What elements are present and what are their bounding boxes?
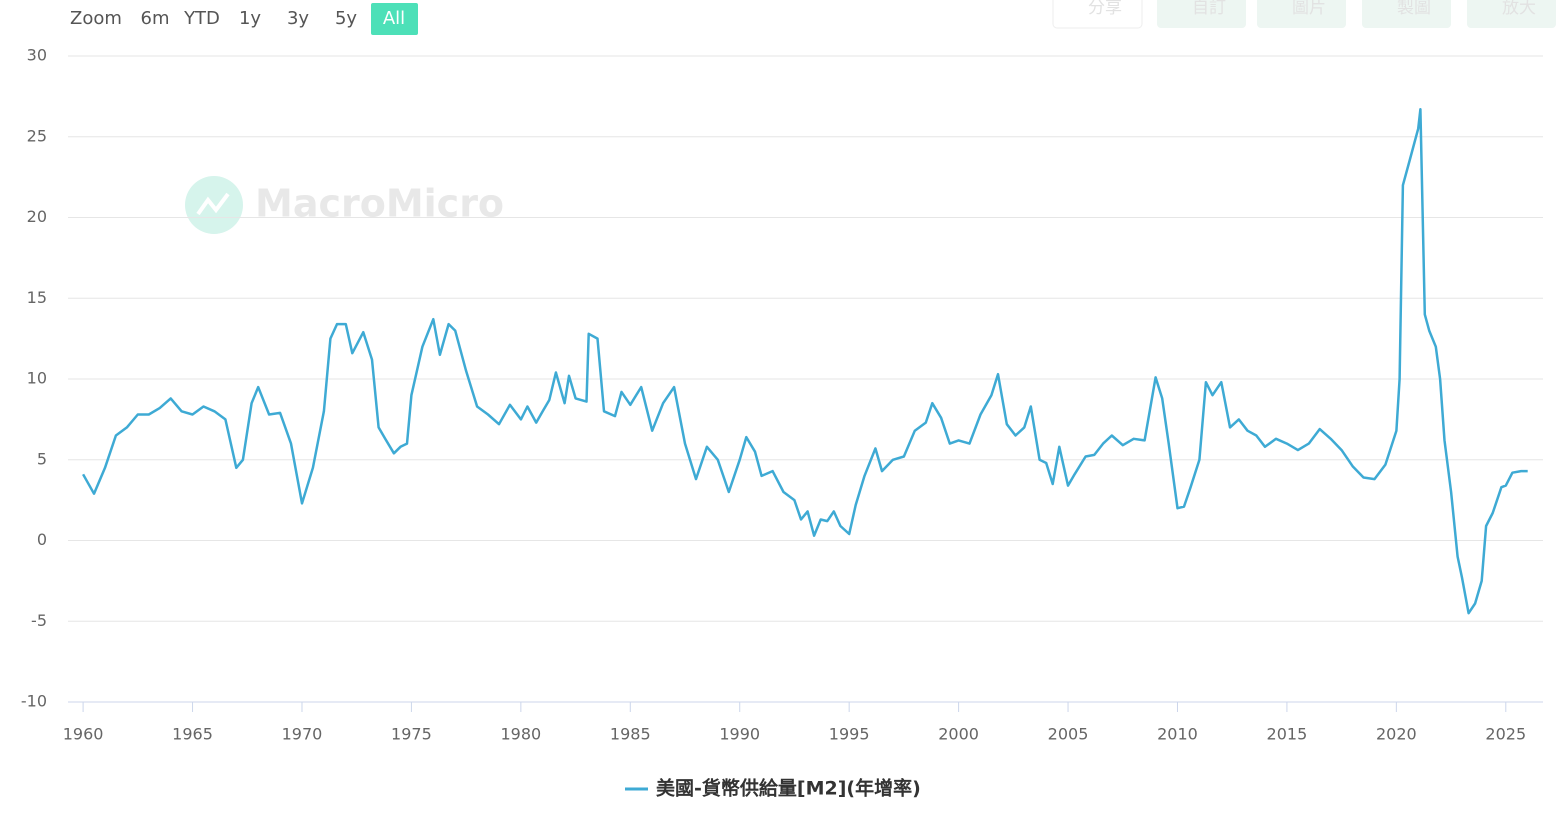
x-tick-label: 1960 xyxy=(63,725,104,744)
x-tick-label: 1975 xyxy=(391,725,432,744)
x-tick-label: 2025 xyxy=(1485,725,1526,744)
y-tick-label: -10 xyxy=(21,692,47,711)
toolbar-button-label[interactable]: 分享 xyxy=(1088,0,1122,18)
toolbar-button-label[interactable]: 圖片 xyxy=(1292,0,1326,18)
toolbar-button[interactable] xyxy=(1052,0,1143,29)
y-tick-label: -5 xyxy=(31,611,47,630)
toolbar-button-label[interactable]: 製圖 xyxy=(1397,0,1431,18)
y-tick-label: 20 xyxy=(27,207,47,226)
x-tick-label: 2020 xyxy=(1376,725,1417,744)
y-tick-label: 15 xyxy=(27,288,47,307)
y-tick-label: 0 xyxy=(37,530,47,549)
range-button[interactable] xyxy=(371,3,418,35)
x-tick-label: 2010 xyxy=(1157,725,1198,744)
toolbar-button-label[interactable]: 放大 xyxy=(1502,0,1536,18)
x-tick-label: 1985 xyxy=(610,725,651,744)
y-tick-label: 5 xyxy=(37,449,47,468)
y-tick-label: 10 xyxy=(27,369,47,388)
range-button-label[interactable]: YTD xyxy=(183,8,220,29)
toolbar-button[interactable] xyxy=(1467,0,1556,28)
y-tick-label: 25 xyxy=(27,126,47,145)
x-tick-label: 1980 xyxy=(500,725,541,744)
range-button-label[interactable]: All xyxy=(383,8,405,29)
x-tick-label: 2015 xyxy=(1267,725,1308,744)
range-button-label[interactable]: 6m xyxy=(141,8,170,29)
range-button-label[interactable]: 1y xyxy=(239,8,261,29)
x-tick-label: 1995 xyxy=(829,725,870,744)
legend-label[interactable]: 美國-貨幣供給量[M2](年增率) xyxy=(656,777,921,800)
toolbar-button[interactable] xyxy=(1157,0,1246,28)
watermark: MacroMicro xyxy=(185,176,504,234)
range-button-label[interactable]: 3y xyxy=(287,8,309,29)
range-label: Zoom xyxy=(70,8,122,29)
toolbar-button-label[interactable]: 自訂 xyxy=(1192,0,1226,18)
watermark-text: MacroMicro xyxy=(255,182,504,226)
x-tick-label: 1965 xyxy=(172,725,213,744)
y-tick-label: 30 xyxy=(27,46,47,65)
x-tick-label: 2005 xyxy=(1048,725,1089,744)
series-line xyxy=(82,108,1528,615)
x-tick-label: 1970 xyxy=(282,725,323,744)
x-tick-label: 1990 xyxy=(719,725,760,744)
watermark-icon xyxy=(196,192,230,216)
range-button-label[interactable]: 5y xyxy=(335,8,357,29)
x-tick-label: 2000 xyxy=(938,725,979,744)
toolbar-button[interactable] xyxy=(1257,0,1346,28)
toolbar-button[interactable] xyxy=(1362,0,1451,28)
